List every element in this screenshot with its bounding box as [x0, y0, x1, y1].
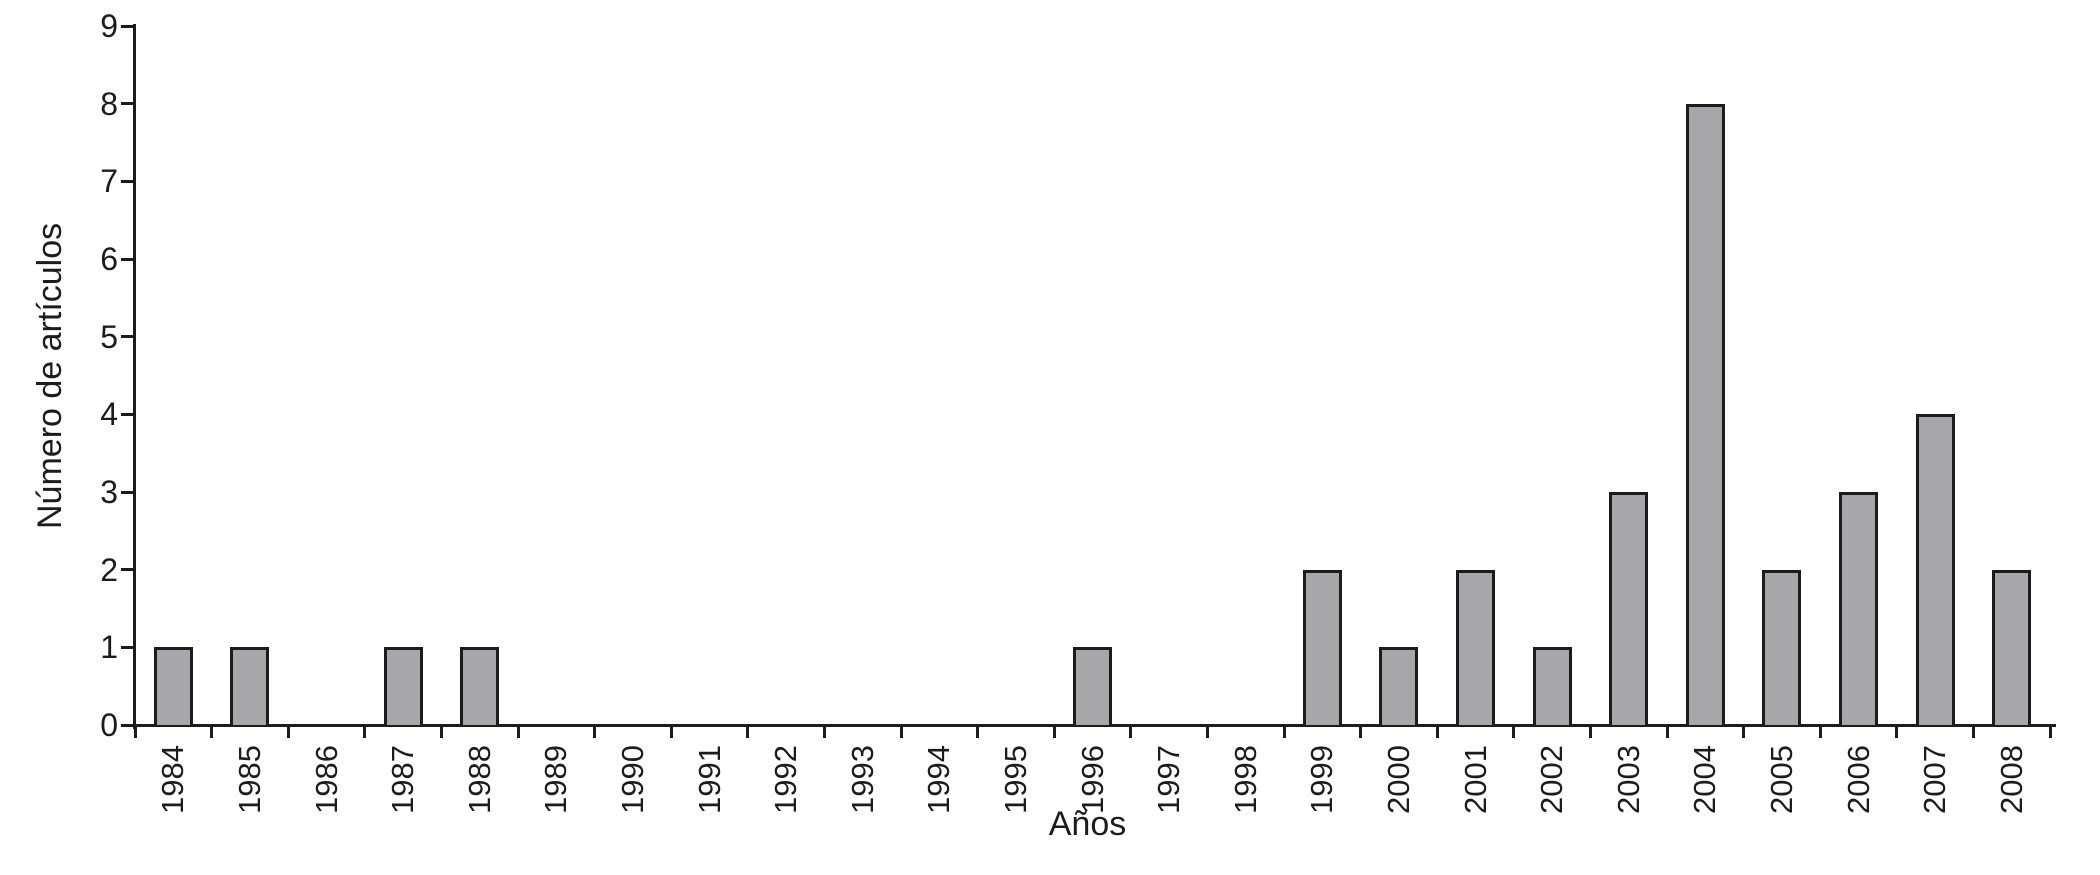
bar-2007: [1915, 414, 1955, 725]
x-category-label: 1986: [308, 745, 344, 814]
y-axis-title: Número de artículos: [31, 222, 69, 529]
x-tick: [822, 727, 826, 738]
y-tick: [121, 179, 133, 183]
x-tick: [746, 727, 750, 738]
x-tick: [1588, 727, 1592, 738]
bar-1999: [1302, 569, 1342, 725]
x-tick: [899, 727, 903, 738]
x-axis-line: [133, 724, 2056, 727]
x-category-label: 2007: [1917, 745, 1953, 814]
y-tick-label: 6: [100, 241, 118, 277]
x-tick: [363, 727, 367, 738]
x-category-label: 1989: [538, 745, 574, 814]
x-tick: [2048, 727, 2052, 738]
y-tick: [121, 335, 133, 339]
x-tick: [1282, 727, 1286, 738]
x-category-label: 1987: [385, 745, 421, 814]
x-category-label: 2006: [1840, 745, 1876, 814]
x-tick: [1129, 727, 1133, 738]
bar-2001: [1456, 569, 1495, 725]
x-category-label: 1984: [155, 745, 191, 814]
x-category-label: 2001: [1457, 745, 1493, 814]
y-tick: [121, 568, 133, 572]
y-tick-label: 8: [100, 85, 118, 122]
y-tick-label: 1: [100, 629, 118, 666]
x-category-label: 1992: [768, 745, 804, 814]
x-tick: [1205, 727, 1209, 738]
bar-2004: [1685, 103, 1725, 725]
x-category-label: 2000: [1380, 745, 1416, 814]
x-tick: [516, 727, 520, 738]
y-tick-label: 3: [100, 474, 118, 510]
x-category-label: 1995: [997, 745, 1033, 814]
bar-1987: [383, 647, 423, 725]
bar-1985: [230, 647, 270, 725]
y-axis-line: [133, 24, 136, 729]
y-tick: [121, 257, 133, 261]
x-tick: [1665, 727, 1669, 738]
x-tick: [669, 727, 673, 738]
bar-2003: [1609, 492, 1649, 725]
bar-2008: [1992, 569, 2032, 725]
y-tick-label: 9: [100, 8, 118, 44]
x-category-label: 1990: [614, 745, 650, 814]
x-tick: [1818, 727, 1822, 738]
x-tick: [133, 727, 137, 738]
x-category-label: 1994: [921, 745, 957, 814]
x-tick: [593, 727, 597, 738]
x-category-label: 1998: [1227, 745, 1263, 814]
y-tick: [121, 490, 133, 494]
x-tick: [1895, 727, 1899, 738]
x-tick: [1435, 727, 1439, 738]
x-category-label: 1997: [1151, 745, 1187, 814]
y-tick-label: 2: [100, 551, 118, 588]
x-axis-title: Años: [1048, 805, 1127, 843]
bar-2000: [1379, 647, 1419, 725]
x-category-label: 1999: [1304, 745, 1340, 814]
y-tick: [121, 723, 133, 727]
x-category-label: 2002: [1534, 745, 1570, 814]
y-tick: [121, 645, 133, 649]
x-tick: [1359, 727, 1363, 738]
x-category-label: 1988: [461, 745, 497, 814]
x-category-label: 2005: [1763, 745, 1799, 814]
x-category-label: 1985: [231, 745, 267, 814]
y-tick: [121, 24, 133, 28]
x-tick: [1512, 727, 1516, 738]
x-tick: [1742, 727, 1746, 738]
x-tick: [210, 727, 214, 738]
x-category-label: 2003: [1610, 745, 1646, 814]
x-tick: [976, 727, 980, 738]
bar-2002: [1532, 647, 1572, 725]
x-category-label: 1996: [1074, 745, 1110, 814]
bar-2005: [1762, 569, 1802, 725]
bar-2006: [1839, 492, 1878, 725]
x-tick: [1052, 727, 1056, 738]
y-tick-label: 0: [100, 707, 118, 743]
x-category-label: 1993: [844, 745, 880, 814]
x-category-label: 1991: [691, 745, 727, 814]
bar-1996: [1073, 647, 1112, 725]
bar-1984: [153, 647, 193, 725]
y-tick-label: 4: [100, 396, 118, 433]
y-tick: [121, 412, 133, 416]
x-tick: [286, 727, 290, 738]
x-category-label: 2008: [1993, 745, 2029, 814]
y-tick-label: 5: [100, 318, 118, 355]
y-tick-label: 7: [100, 163, 118, 200]
x-tick: [1971, 727, 1975, 738]
x-tick: [439, 727, 443, 738]
bar-1988: [460, 647, 500, 725]
x-category-label: 2004: [1687, 745, 1723, 814]
y-tick: [121, 102, 133, 106]
